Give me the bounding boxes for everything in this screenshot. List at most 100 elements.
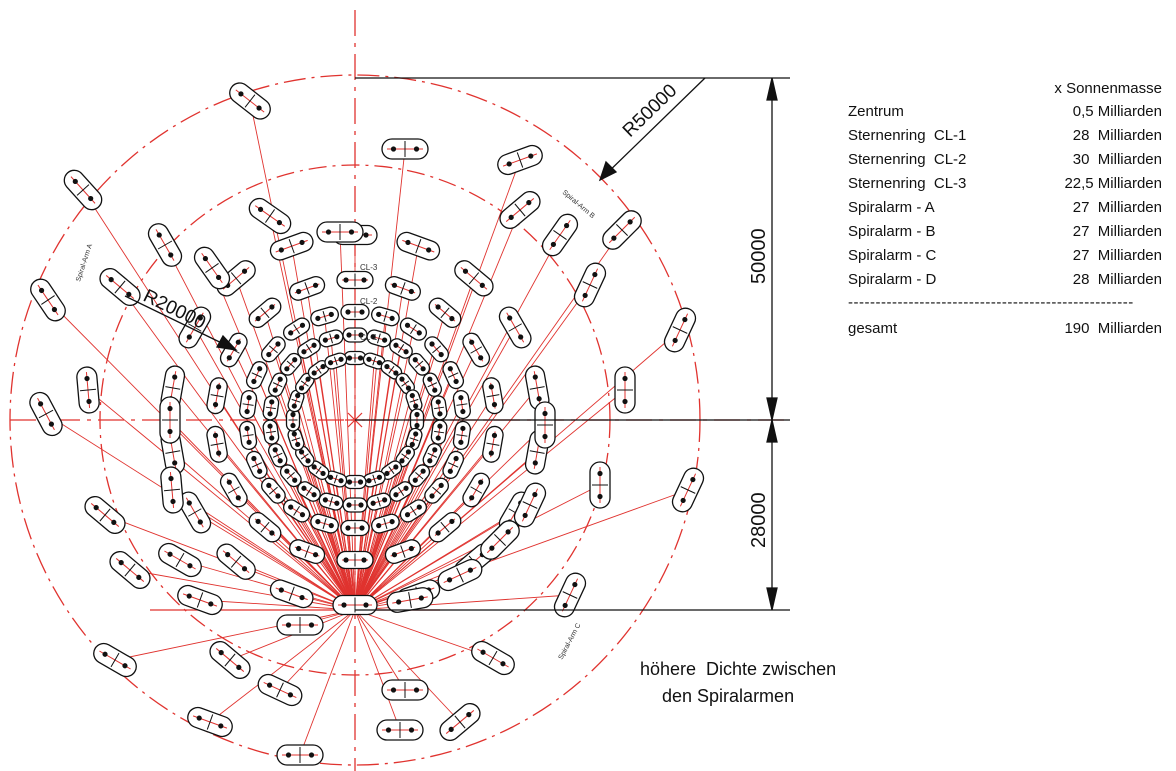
cl1-outer-cluster [422, 443, 443, 468]
ray-line [354, 609, 401, 731]
cl1-outer-cluster [267, 372, 288, 397]
ring4-cluster [269, 231, 314, 261]
cl1-outer-cluster [262, 395, 280, 421]
arm-label-c: Spiral-Arm C [558, 622, 583, 661]
legend-value: 27 Milliarden [1072, 223, 1162, 240]
cl1-cluster [362, 470, 386, 488]
ray-line [339, 231, 356, 611]
legend-value: 0,5 Milliarden [1072, 103, 1162, 120]
cl1-cluster [307, 460, 330, 480]
ring4-cluster [396, 231, 441, 261]
ring4-cluster [216, 543, 256, 580]
cl1-cluster [307, 360, 330, 380]
ray-line [172, 387, 356, 611]
spiral-arm-cluster [381, 138, 429, 160]
cl2-cluster [371, 513, 400, 534]
cl1-cluster [343, 474, 367, 490]
dim-50000: 50000 [748, 228, 770, 284]
dimension-lines [124, 77, 790, 611]
cl3-cluster [248, 511, 282, 543]
spiral-arm-cluster [671, 467, 705, 513]
construction-rays [45, 100, 689, 756]
legend-row-arm-c: Spiralarm - C 27 Milliarden [848, 244, 1168, 268]
density-note-line1: höhere Dichte zwischen [640, 659, 837, 679]
legend-name: Spiralarm - C [848, 247, 937, 264]
ray-line [354, 609, 461, 723]
spiral-arm-cluster [553, 572, 587, 618]
legend-name: Sternenring CL-2 [848, 151, 967, 168]
spiral-arm-cluster [63, 169, 103, 211]
spiral-arm-cluster [84, 495, 126, 535]
legend-name: Zentrum [848, 103, 904, 120]
ray-line [211, 267, 356, 611]
spiral-arm-cluster [534, 401, 556, 449]
spiral-arm-cluster [439, 702, 481, 742]
ray-line [179, 559, 356, 611]
ray-line [199, 599, 356, 611]
cl3-cluster [384, 276, 421, 301]
cl2-cluster [399, 317, 428, 341]
spiral-arm-cluster [147, 223, 183, 267]
cl1-outer-cluster [408, 352, 431, 376]
cl3-cluster [462, 332, 491, 368]
legend-value: 27 Milliarden [1072, 199, 1162, 216]
legend-value: 28 Milliarden [1072, 127, 1162, 144]
cl2-cluster [340, 519, 370, 537]
ring4-cluster [269, 579, 314, 609]
cl1-cluster [287, 389, 305, 413]
cl3-cluster [336, 550, 374, 570]
legend-value: 30 Milliarden [1072, 151, 1162, 168]
ring4-cluster [178, 306, 212, 349]
density-note: höhere Dichte zwischen den Spiralarmen [640, 656, 836, 710]
cl2-cluster [452, 390, 471, 420]
cl3-cluster [428, 297, 462, 329]
spiral-arm-cluster [437, 558, 483, 592]
spiral-arm-cluster [316, 221, 364, 243]
legend-total-name: gesamt [848, 320, 898, 337]
ray-line [194, 512, 356, 611]
legend-row-arm-b: Spiralarm - B 27 Milliarden [848, 220, 1168, 244]
cl3-cluster [206, 377, 228, 415]
cl2-cluster [310, 513, 339, 534]
legend-total: gesamt 190 Milliarden [848, 314, 1168, 344]
legend-value: 22,5 Milliarden [1064, 175, 1162, 192]
spiral-arm-cluster [471, 640, 515, 676]
ray-line [247, 435, 356, 611]
ray-line [308, 491, 356, 611]
spiral-arm-cluster [187, 706, 233, 738]
ray-line [291, 246, 356, 611]
cl2-cluster [239, 420, 258, 450]
spiral-arm-cluster [29, 391, 63, 437]
legend-total-value: 190 Milliarden [1064, 320, 1162, 337]
spiral-arm-cluster [93, 642, 137, 678]
ring4-cluster [216, 260, 256, 297]
cl2-cluster [282, 499, 311, 523]
legend-row-cl2: Sternenring CL-2 30 Milliarden [848, 148, 1168, 172]
spiral-arm-cluster [177, 584, 223, 616]
ray-line [354, 389, 626, 611]
cl2-cluster [340, 303, 370, 321]
cl2-cluster [245, 361, 268, 390]
legend-name: Sternenring CL-1 [848, 127, 967, 144]
cl2-cluster [282, 317, 311, 341]
spiral-arm-cluster [209, 640, 251, 680]
legend-value: 28 Milliarden [1072, 271, 1162, 288]
spiral-arm-cluster [602, 210, 642, 250]
cl1-outer-cluster [430, 395, 448, 421]
dim-r20000: R20000 [140, 286, 209, 334]
legend-value: 27 Milliarden [1072, 247, 1162, 264]
spiral-arm-cluster [30, 278, 66, 322]
ray-line [129, 569, 356, 611]
cl3-cluster [462, 472, 491, 508]
spiral-arm-cluster [497, 144, 543, 176]
cl1-outer-cluster [366, 329, 392, 348]
cl3-cluster [482, 425, 504, 463]
spiral-arm-cluster [193, 246, 231, 290]
spiral-arm-cluster [499, 190, 541, 230]
ring4-cluster [178, 491, 212, 534]
spiral-arm-cluster [76, 366, 100, 414]
ray-line [354, 327, 516, 611]
legend-header: x Sonnenmasse [1054, 80, 1162, 97]
legend-name: Sternenring CL-3 [848, 175, 967, 192]
